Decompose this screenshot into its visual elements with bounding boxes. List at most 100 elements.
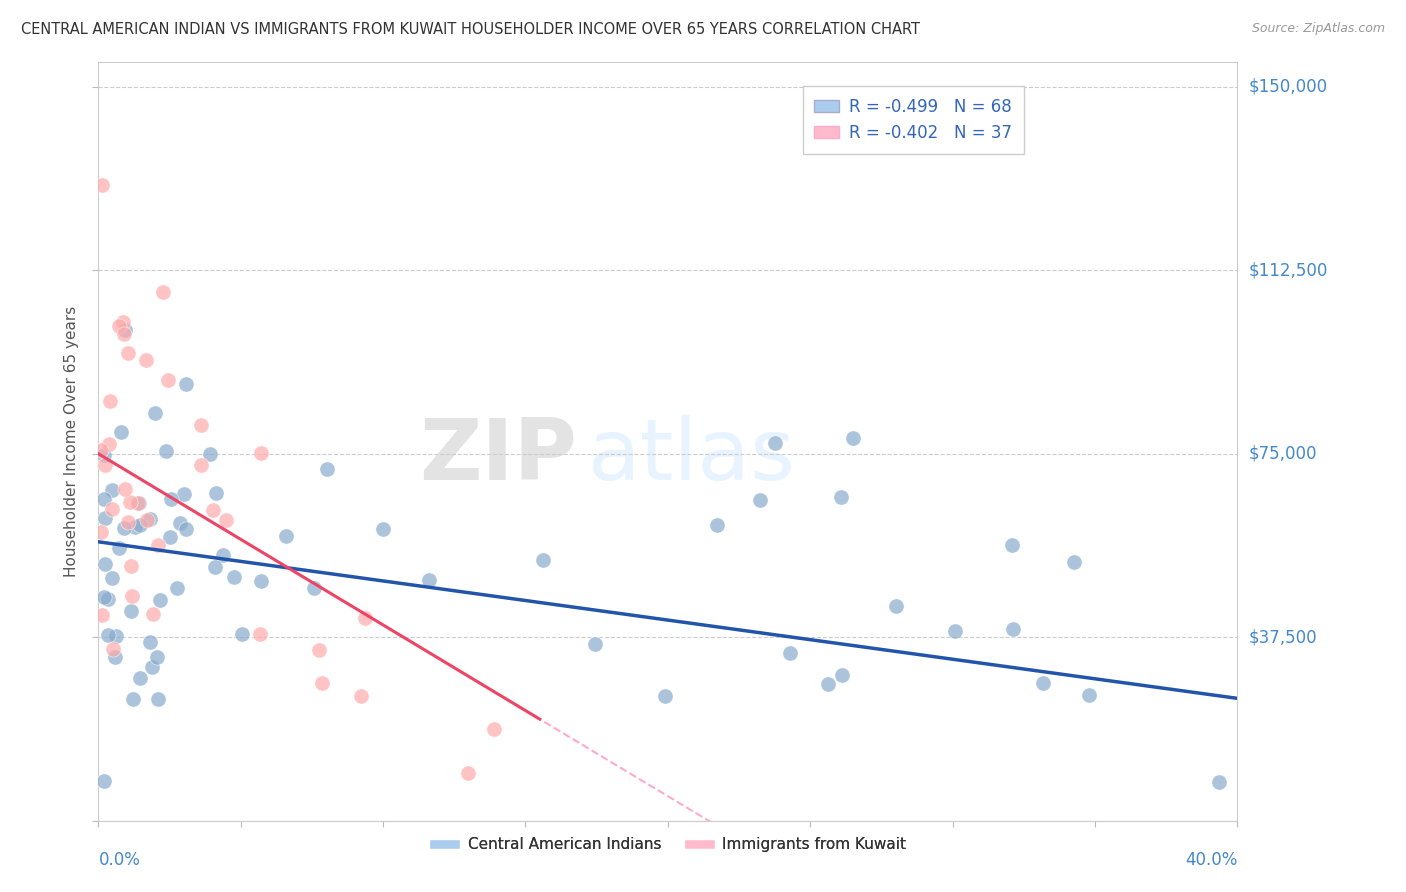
Point <box>166 581 188 595</box>
Point <box>176 522 198 536</box>
Point <box>316 462 339 476</box>
Point <box>110 425 132 439</box>
Point <box>482 722 505 736</box>
Point <box>198 447 221 461</box>
Point <box>93 491 115 506</box>
Point <box>1032 676 1054 690</box>
Point <box>146 649 169 664</box>
Point <box>104 629 127 643</box>
Point <box>94 558 117 572</box>
Point <box>146 538 169 552</box>
Point <box>146 692 169 706</box>
Point <box>149 593 172 607</box>
Point <box>120 604 142 618</box>
Point <box>654 689 676 703</box>
Point <box>155 444 177 458</box>
Point <box>779 646 801 660</box>
Point <box>117 515 139 529</box>
Point <box>190 458 212 473</box>
Point <box>139 634 162 648</box>
Point <box>706 518 728 533</box>
Point <box>97 628 120 642</box>
Point <box>817 677 839 691</box>
Point <box>830 490 852 504</box>
Text: 0.0%: 0.0% <box>98 851 141 869</box>
Point <box>93 448 115 462</box>
Point <box>159 530 181 544</box>
Text: $75,000: $75,000 <box>1249 445 1317 463</box>
Point <box>97 437 120 451</box>
Point <box>97 591 120 606</box>
Point <box>129 518 152 533</box>
Point <box>176 376 198 391</box>
Point <box>114 482 136 496</box>
Point <box>138 511 160 525</box>
Point <box>128 496 150 510</box>
Point <box>93 590 115 604</box>
Point <box>1001 538 1024 552</box>
Point <box>94 510 117 524</box>
Point <box>302 581 325 595</box>
Text: CENTRAL AMERICAN INDIAN VS IMMIGRANTS FROM KUWAIT HOUSEHOLDER INCOME OVER 65 YEA: CENTRAL AMERICAN INDIAN VS IMMIGRANTS FR… <box>21 22 920 37</box>
Point <box>156 373 179 387</box>
Point <box>143 406 166 420</box>
Text: 40.0%: 40.0% <box>1185 851 1237 869</box>
Point <box>212 548 235 562</box>
Point <box>98 394 121 409</box>
Point <box>763 436 786 450</box>
Point <box>204 486 226 500</box>
Point <box>831 668 853 682</box>
Point <box>152 285 174 300</box>
Point <box>135 352 157 367</box>
Point <box>311 676 333 690</box>
Point <box>120 495 142 509</box>
Point <box>108 541 131 555</box>
Text: $150,000: $150,000 <box>1249 78 1327 96</box>
Text: Source: ZipAtlas.com: Source: ZipAtlas.com <box>1251 22 1385 36</box>
Text: ZIP: ZIP <box>419 415 576 499</box>
Point <box>274 529 297 543</box>
Point <box>101 571 124 585</box>
Point <box>215 513 238 527</box>
Point <box>841 431 863 445</box>
Y-axis label: Householder Income Over 65 years: Householder Income Over 65 years <box>65 306 79 577</box>
Point <box>1078 688 1101 702</box>
Point <box>141 660 163 674</box>
Point <box>122 692 145 706</box>
Point <box>250 446 273 460</box>
Point <box>371 522 394 536</box>
Point <box>108 319 131 334</box>
Point <box>169 516 191 530</box>
Point <box>142 607 165 621</box>
Text: $112,500: $112,500 <box>1249 261 1327 279</box>
Point <box>531 553 554 567</box>
Point <box>884 599 907 613</box>
Point <box>93 774 115 789</box>
Point <box>354 610 377 624</box>
Point <box>93 458 115 472</box>
Point <box>231 627 253 641</box>
Point <box>121 590 143 604</box>
Point <box>250 574 273 588</box>
Point <box>418 573 440 587</box>
Point <box>1001 622 1024 636</box>
Point <box>136 513 159 527</box>
Point <box>201 503 224 517</box>
Point <box>112 326 135 341</box>
Point <box>204 560 226 574</box>
Point <box>349 689 371 703</box>
Point <box>90 525 112 540</box>
Point <box>1208 774 1230 789</box>
Point <box>100 501 122 516</box>
Point <box>160 492 183 507</box>
Point <box>124 520 146 534</box>
Point <box>112 521 135 535</box>
Point <box>100 483 122 498</box>
Point <box>90 443 112 458</box>
Point <box>1063 555 1085 569</box>
Point <box>112 315 135 329</box>
Point <box>173 486 195 500</box>
Point <box>127 496 149 510</box>
Point <box>104 650 127 665</box>
Text: atlas: atlas <box>588 415 796 499</box>
